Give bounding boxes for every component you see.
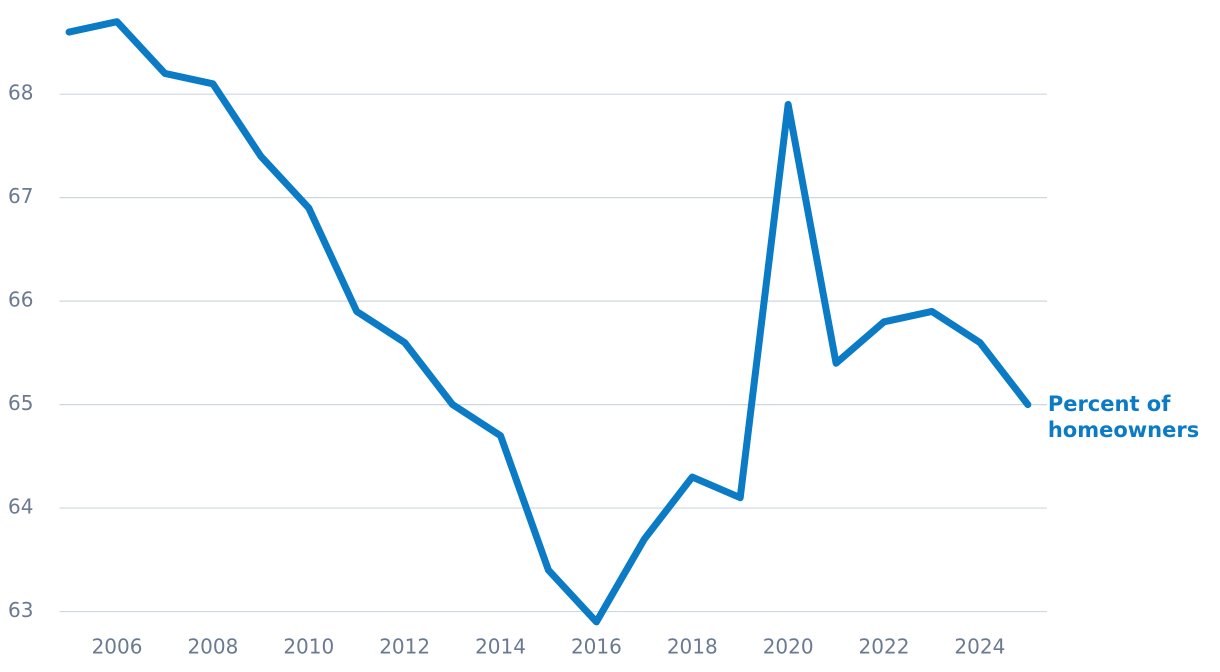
x-tick-label: 2024: [954, 635, 1005, 659]
x-tick-label: 2018: [667, 635, 718, 659]
x-tick-label: 2006: [92, 635, 143, 659]
x-tick-label: 2016: [571, 635, 622, 659]
series-label: Percent of homeowners: [1047, 391, 1200, 442]
x-tick-label: 2008: [187, 635, 238, 659]
x-tick-label: 2010: [283, 635, 334, 659]
line: [65, 18, 1032, 626]
x-tick-label: 2014: [475, 635, 526, 659]
y-tick-label: 66: [8, 288, 33, 312]
y-tick-label: 65: [8, 391, 33, 415]
x-tick-label: 2020: [763, 635, 814, 659]
y-tick-label: 67: [8, 184, 33, 208]
y-tick-label: 68: [8, 81, 33, 105]
x-tick-label: 2022: [859, 635, 910, 659]
y-tick-label: 63: [8, 598, 33, 622]
x-tick-label: 2012: [379, 635, 430, 659]
y-tick-label: 64: [8, 495, 33, 519]
